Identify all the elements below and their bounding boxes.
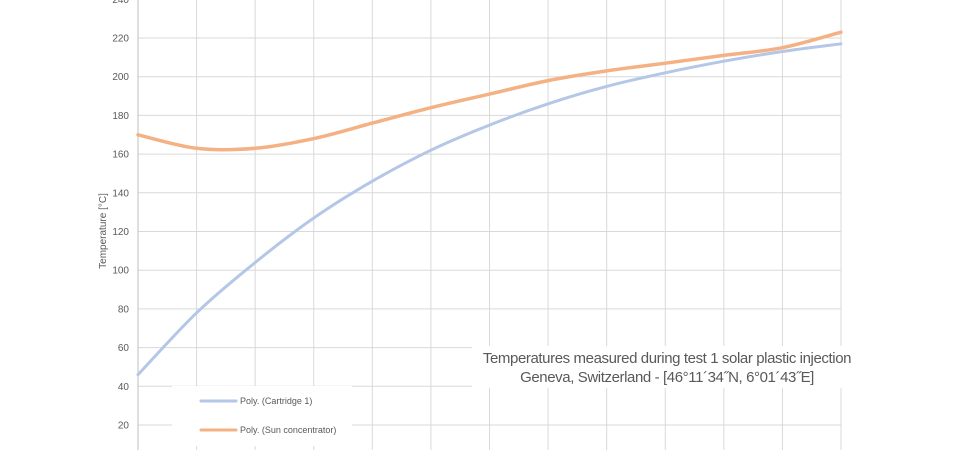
y-tick-label: 40 (118, 382, 130, 393)
chart-title-line-1: Temperatures measured during test 1 sola… (483, 350, 851, 367)
y-tick-label: 220 (112, 34, 129, 45)
title-background (472, 346, 864, 388)
legend-box (172, 386, 352, 446)
chart-title-line-2: Geneva, Switzerland - [46°11´34˝N, 6°01´… (520, 369, 814, 386)
y-tick-label: 80 (118, 304, 130, 315)
legend-label-sun-concentrator: Poly. (Sun concentrator) (240, 425, 336, 435)
y-tick-label: 180 (112, 111, 129, 122)
series-line-cartridge (136, 42, 843, 377)
y-axis-label: Temperature [°C] (98, 193, 109, 269)
y-tick-label: 200 (112, 72, 129, 83)
y-tick-label: 60 (118, 343, 130, 354)
series-lines (136, 30, 843, 377)
series-line-sun-concentrator (136, 30, 843, 152)
y-tick-label: 240 (112, 0, 129, 6)
y-tick-label: 120 (112, 227, 129, 238)
legend: Poly. (Cartridge 1) Poly. (Sun concentra… (172, 386, 352, 446)
y-tick-label: 100 (112, 266, 129, 277)
y-axis: 20 40 60 80 100 120 140 160 180 200 220 240 (112, 0, 139, 450)
y-tick-label: 20 (118, 421, 130, 432)
legend-label-cartridge: Poly. (Cartridge 1) (240, 396, 312, 406)
y-tick-label: 140 (112, 188, 129, 199)
y-tick-label: 160 (112, 150, 129, 161)
